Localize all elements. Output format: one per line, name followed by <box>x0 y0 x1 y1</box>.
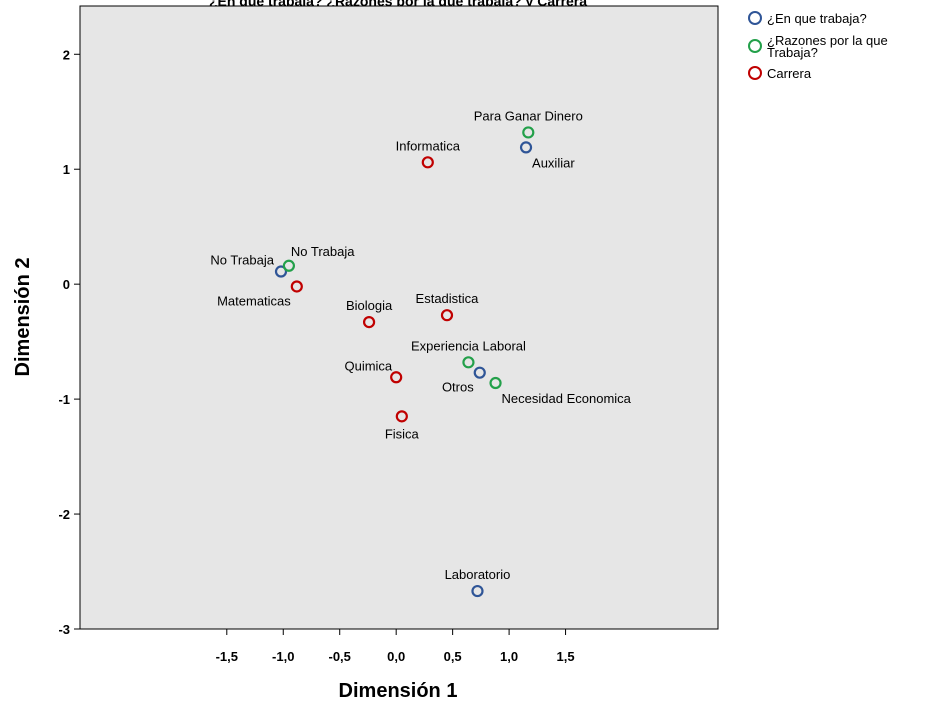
scatter-point <box>489 376 502 390</box>
point-label: No Trabaja <box>210 253 274 268</box>
y-tick-label: -1 <box>58 392 70 407</box>
legend-label: ¿En que trabaja? <box>767 11 867 26</box>
point-label: Para Ganar Dinero <box>474 108 583 123</box>
point-label: Auxiliar <box>532 155 575 170</box>
x-tick-label: 1,0 <box>500 649 518 664</box>
y-tick-label: 2 <box>63 47 70 62</box>
scatter-point <box>362 315 376 329</box>
legend-marker <box>748 66 762 80</box>
x-tick-label: 0,0 <box>387 649 405 664</box>
y-axis: 2 1 0 -1 -2 -3 <box>58 47 80 637</box>
scatter-point <box>390 371 403 384</box>
point-label: Estadistica <box>416 291 480 306</box>
scatter-point <box>440 309 454 322</box>
point-label: Biologia <box>346 298 393 313</box>
x-axis-title: Dimensión 1 <box>339 680 458 702</box>
scatter-point <box>471 584 484 598</box>
y-tick-label: -2 <box>58 507 70 522</box>
scatter-point <box>395 410 408 423</box>
y-axis-title: Dimensión 2 <box>12 258 34 377</box>
legend-marker <box>748 39 762 53</box>
point-label: Informatica <box>396 138 461 153</box>
x-axis: -1,5 -1,0 -0,5 0,0 0,5 1,0 1,5 <box>216 629 575 664</box>
x-tick-label: -0,5 <box>329 649 351 664</box>
scatter-point <box>274 265 288 278</box>
point-label: No Trabaja <box>291 244 355 259</box>
point-label: Experiencia Laboral <box>411 338 526 353</box>
point-label: Fisica <box>385 426 420 441</box>
x-tick-label: -1,0 <box>272 649 294 664</box>
y-tick-label: 1 <box>63 162 70 177</box>
y-tick-label: 0 <box>63 277 70 292</box>
legend-label: ¿Razones por la que <box>767 33 888 48</box>
point-label: Necesidad Economica <box>502 391 632 406</box>
scatter-point <box>519 141 533 154</box>
x-tick-label: 1,5 <box>557 649 575 664</box>
point-labels: No Trabaja Auxiliar Otros Laboratorio Para G… <box>210 108 631 582</box>
legend-label: Carrera <box>767 66 812 81</box>
legend: ¿En que trabaja? ¿Razones por la queTraba… <box>748 11 888 81</box>
scatter-point <box>290 280 303 293</box>
point-label: Quimica <box>344 358 392 373</box>
point-label: Matematicas <box>217 293 291 308</box>
x-tick-label: -1,5 <box>216 649 238 664</box>
scatter-point <box>421 156 434 169</box>
data-points <box>274 126 535 598</box>
scatter-point <box>282 259 296 272</box>
legend-label: Trabaja? <box>767 45 818 60</box>
point-label: Laboratorio <box>445 567 511 582</box>
point-label: Otros <box>442 380 474 395</box>
x-tick-label: 0,5 <box>444 649 462 664</box>
scatter-point <box>522 126 535 139</box>
legend-marker <box>748 11 762 25</box>
plot-area <box>79 5 719 630</box>
scatter-point <box>473 366 486 379</box>
scatter-point <box>462 356 475 369</box>
chart-title: ¿En que trabaja? ¿Razones por la que tra… <box>209 0 587 9</box>
y-tick-label: -3 <box>58 622 70 637</box>
